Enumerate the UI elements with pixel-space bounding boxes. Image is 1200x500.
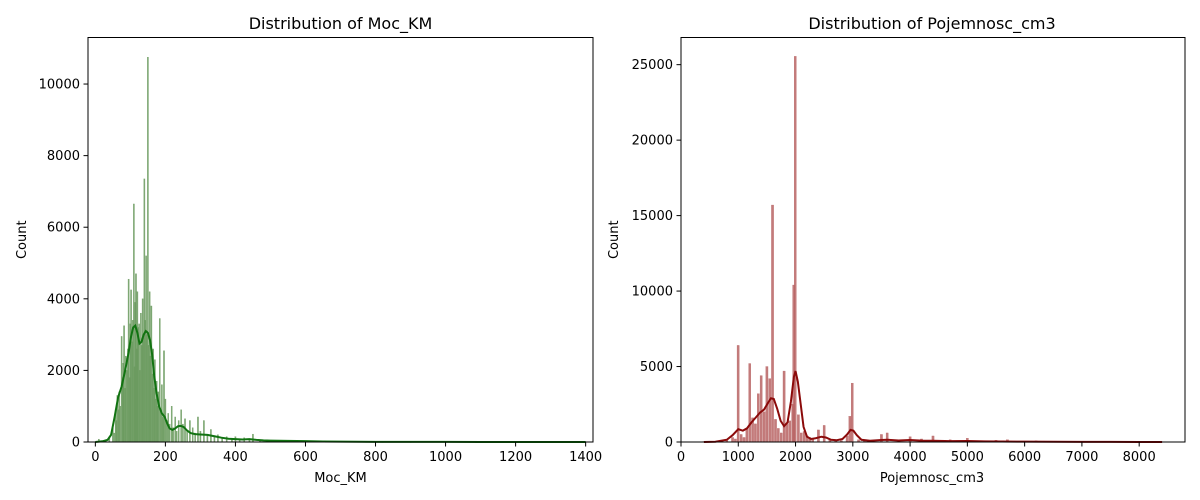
histogram-bar	[184, 418, 186, 443]
y-tick-label: 10000	[632, 285, 673, 300]
histogram-bar	[252, 433, 254, 443]
plot-frame	[87, 37, 594, 443]
histogram-bar	[822, 425, 826, 443]
histogram-bar	[175, 431, 178, 443]
histogram-bar	[774, 419, 777, 443]
histogram-bar	[213, 436, 216, 443]
histogram-bar	[191, 427, 194, 443]
x-tick-label: 200	[153, 450, 178, 465]
histogram-bar	[788, 420, 792, 443]
x-axis-ticks: 0 200 400 600 800 1000 1200 1400	[91, 442, 602, 465]
x-tick-label: 1000	[722, 450, 755, 465]
y-tick-label: 8000	[47, 149, 80, 164]
kde-line	[703, 370, 1163, 443]
histogram-bar	[736, 345, 740, 443]
y-tick-label: 25000	[632, 58, 673, 73]
kde-line	[95, 323, 586, 443]
x-tick-label: 1200	[499, 450, 532, 465]
histogram-bar	[199, 431, 202, 443]
x-tick-label: 1400	[569, 450, 602, 465]
chart-title: Distribution of Moc_KM	[249, 14, 433, 34]
histogram-bar	[742, 437, 746, 443]
plot-frame	[680, 37, 1186, 443]
y-tick-label: 6000	[47, 221, 80, 236]
x-tick-label: 3000	[836, 450, 869, 465]
x-tick-label: 5000	[951, 450, 984, 465]
histogram-bar	[748, 363, 751, 443]
x-tick-label: 400	[223, 450, 248, 465]
histogram-bar	[851, 382, 854, 443]
histogram-bar	[113, 432, 116, 443]
y-axis-label: Count	[607, 220, 622, 259]
histogram-bar	[739, 434, 743, 443]
histogram-bar	[779, 432, 783, 443]
y-tick-label: 4000	[47, 292, 80, 307]
chart-title: Distribution of Pojemnosc_cm3	[808, 14, 1055, 34]
y-tick-label: 10000	[39, 78, 80, 93]
y-tick-label: 0	[72, 436, 80, 451]
histogram-bar	[817, 429, 820, 443]
x-tick-label: 600	[293, 450, 318, 465]
y-tick-label: 2000	[47, 364, 80, 379]
histogram-bar	[731, 437, 734, 443]
x-tick-label: 2000	[779, 450, 812, 465]
histogram-bar	[782, 370, 786, 443]
x-tick-label: 8000	[1123, 450, 1156, 465]
histogram-bar	[794, 56, 797, 443]
histogram-bar	[762, 411, 766, 443]
histogram-bar	[800, 432, 803, 443]
histogram-bar	[163, 350, 165, 443]
y-tick-label: 5000	[640, 360, 673, 375]
histogram-bar	[119, 406, 121, 443]
y-axis-ticks: 0 5000 10000 15000 20000 25000	[632, 58, 681, 451]
y-tick-label: 20000	[632, 134, 673, 149]
x-axis-ticks: 0 1000 2000 3000 4000 5000 6000 7000 8000	[677, 442, 1156, 465]
histogram-bar	[170, 406, 173, 443]
histogram-bar	[768, 378, 772, 443]
panel-pojemnosc-cm3: Distribution of Pojemnosc_cm3 0 1000 2000 3…	[607, 14, 1186, 486]
y-tick-label: 15000	[632, 209, 673, 224]
x-tick-label: 0	[91, 450, 99, 465]
x-tick-label: 0	[677, 450, 685, 465]
histogram-bar	[757, 393, 760, 443]
histogram-bar	[759, 375, 763, 443]
histogram-bar	[203, 420, 205, 443]
y-axis-ticks: 0 2000 4000 6000 8000 10000	[39, 78, 88, 451]
x-axis-label: Moc_KM	[314, 471, 367, 486]
panel-moc-km: Distribution of Moc_KM 0 200 400 600 800 1000…	[15, 14, 602, 486]
x-axis-label: Pojemnosc_cm3	[880, 471, 984, 486]
histogram-bar	[745, 428, 749, 443]
histogram-bar	[197, 416, 199, 443]
histogram-bar	[754, 423, 757, 443]
histogram-bar	[845, 435, 849, 443]
x-tick-label: 6000	[1008, 450, 1041, 465]
x-tick-label: 800	[363, 450, 388, 465]
x-tick-label: 4000	[894, 450, 927, 465]
histogram-bar	[777, 428, 780, 443]
y-tick-label: 0	[665, 436, 673, 451]
histogram-bar	[771, 204, 774, 443]
x-tick-label: 1000	[429, 450, 462, 465]
histogram-bar	[797, 414, 800, 443]
y-axis-label: Count	[15, 220, 30, 259]
histogram-bar	[177, 420, 180, 443]
histogram-bar	[186, 431, 188, 443]
x-tick-label: 7000	[1065, 450, 1098, 465]
histogram-bar	[785, 423, 789, 443]
